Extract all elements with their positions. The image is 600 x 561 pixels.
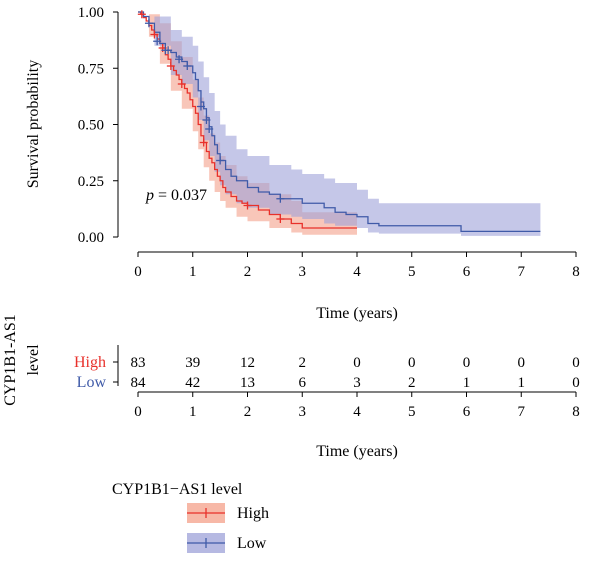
- y-tick-group: 0.00 0.25 0.50 0.75 1.00: [78, 5, 118, 246]
- x-tick-label: 6: [463, 264, 471, 280]
- y-axis: 0.00 0.25 0.50 0.75 1.00: [78, 5, 119, 246]
- legend-item-high: High: [187, 503, 269, 523]
- censor-mark-low: [196, 102, 205, 111]
- risk-count-low: 2: [408, 375, 416, 391]
- risk-count-low: 84: [131, 375, 147, 391]
- risk-table-rows: High 83 39 12 2 0 0 0 0 0 Low 84 42 13 6 3 2 1 1 0: [74, 354, 580, 391]
- censor-mark-high: [199, 138, 208, 147]
- censor-mark-low: [144, 19, 153, 28]
- risk-count-low: 1: [518, 375, 526, 391]
- y-tick-label: 0.00: [78, 230, 104, 246]
- x-axis-label: Time (years): [316, 305, 398, 322]
- risk-table-subtitle: level: [25, 344, 42, 376]
- censor-mark-low: [276, 194, 285, 203]
- risk-count-high: 39: [185, 355, 200, 371]
- risk-x-tick-label: 6: [463, 404, 471, 420]
- risk-count-high: 0: [463, 355, 471, 371]
- censor-mark-high: [276, 215, 285, 223]
- censor-mark-low: [183, 62, 192, 70]
- x-axis: 0 1 2 3 4 5 6 7 8: [134, 251, 580, 280]
- risk-row-label-high: High: [74, 354, 106, 371]
- risk-count-low: 6: [299, 375, 307, 391]
- confidence-band-low: [138, 12, 541, 236]
- risk-x-tick-label: 3: [299, 404, 307, 420]
- legend-label: Low: [237, 535, 267, 552]
- risk-x-tick-label: 5: [408, 404, 416, 420]
- x-tick-label: 2: [244, 264, 252, 280]
- risk-count-high: 0: [518, 355, 526, 371]
- censor-mark-high: [243, 201, 252, 210]
- risk-row-label-low: Low: [77, 374, 107, 391]
- x-tick-group: 0 1 2 3 4 5 6 7 8: [134, 252, 580, 280]
- risk-x-tick-label: 4: [353, 404, 361, 420]
- risk-count-low: 13: [240, 375, 255, 391]
- x-tick-label: 7: [518, 264, 526, 280]
- y-tick-label: 0.50: [78, 118, 104, 134]
- censor-mark-low: [153, 37, 162, 46]
- y-tick-label: 0.75: [78, 61, 104, 77]
- risk-count-high: 0: [408, 355, 416, 371]
- y-axis-label: Survival probability: [25, 60, 42, 188]
- legend: CYP1B1−AS1 level High Low: [112, 481, 269, 553]
- x-tick-label: 1: [189, 264, 197, 280]
- censor-mark-high: [177, 80, 186, 88]
- censor-mark-high: [137, 10, 146, 19]
- y-tick-label: 0.25: [78, 174, 104, 190]
- censor-mark-low: [216, 156, 225, 165]
- legend-title: CYP1B1−AS1 level: [112, 481, 243, 498]
- risk-count-low: 1: [463, 375, 471, 391]
- svg-text:p = 0.037: p = 0.037: [145, 187, 207, 204]
- risk-x-tick-label: 7: [518, 404, 526, 420]
- x-tick-label: 3: [299, 264, 307, 280]
- p-value-annotation: p = 0.037: [145, 187, 207, 204]
- risk-table-x-axis-label: Time (years): [316, 443, 398, 460]
- x-tick-label: 5: [408, 264, 416, 280]
- legend-item-low: Low: [187, 533, 267, 553]
- risk-table-title: CYP1B1-AS1: [2, 314, 19, 406]
- x-tick-label: 0: [134, 264, 142, 280]
- risk-count-high: 0: [353, 355, 361, 371]
- censor-mark-low: [164, 46, 173, 55]
- risk-count-low: 3: [353, 375, 361, 391]
- censor-mark-low: [202, 116, 211, 124]
- censor-mark-high: [150, 30, 159, 39]
- legend-items: High Low: [187, 503, 269, 553]
- p-value-text: = 0.037: [154, 187, 207, 204]
- risk-count-high: 0: [572, 355, 580, 371]
- survival-curve-low: [138, 11, 541, 233]
- x-tick-label: 8: [572, 264, 580, 280]
- risk-x-tick-label: 0: [134, 404, 142, 420]
- risk-count-low: 0: [572, 375, 580, 391]
- risk-count-high: 83: [131, 355, 146, 371]
- risk-count-high: 12: [240, 355, 255, 371]
- p-value-prefix: p: [145, 187, 154, 204]
- y-tick-label: 1.00: [78, 5, 104, 21]
- x-tick-label: 4: [353, 264, 361, 280]
- risk-x-tick-label: 1: [189, 404, 197, 420]
- risk-count-high: 2: [299, 355, 307, 371]
- survival-plot: [137, 10, 541, 236]
- risk-count-low: 42: [185, 375, 200, 391]
- risk-x-tick-label: 8: [572, 404, 580, 420]
- legend-label: High: [237, 505, 269, 522]
- risk-table-x-ticks: 0 1 2 3 4 5 6 7 8: [134, 392, 580, 420]
- censor-mark-low: [205, 125, 214, 133]
- censor-marks: [137, 10, 285, 223]
- censor-mark-low: [175, 55, 184, 64]
- risk-x-tick-label: 2: [244, 404, 252, 420]
- censor-mark-high: [166, 62, 175, 70]
